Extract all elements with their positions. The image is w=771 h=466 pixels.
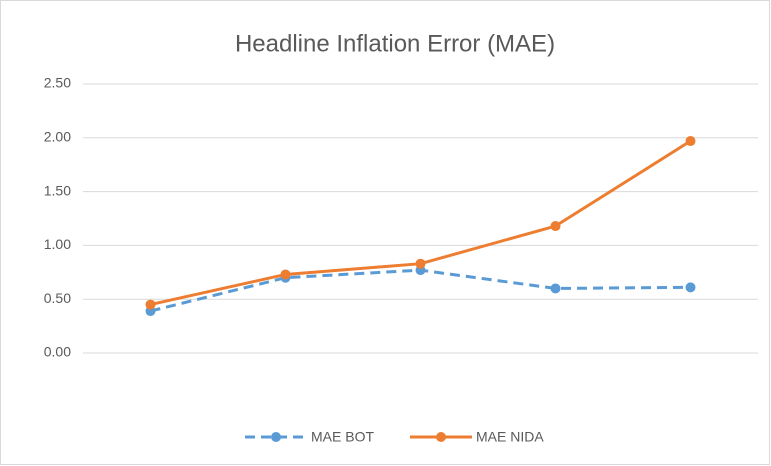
y-tick-label: 2.00 xyxy=(44,129,71,145)
y-tick-label: 0.00 xyxy=(44,344,71,360)
point-marker xyxy=(550,221,561,232)
point-marker xyxy=(685,136,696,147)
point-marker xyxy=(415,258,426,269)
point-marker xyxy=(685,282,696,293)
y-tick-label: 1.00 xyxy=(44,236,71,252)
point-marker xyxy=(145,299,156,310)
y-tick-label: 2.50 xyxy=(44,75,71,91)
point-marker xyxy=(550,283,561,294)
legend-marker xyxy=(436,432,446,442)
legend-label: MAE BOT xyxy=(311,429,374,445)
legend-marker xyxy=(271,432,281,442)
y-tick-label: 0.50 xyxy=(44,290,71,306)
legend-label: MAE NIDA xyxy=(476,429,544,445)
point-marker xyxy=(280,269,291,280)
chart-title: Headline Inflation Error (MAE) xyxy=(235,30,555,57)
y-tick-label: 1.50 xyxy=(44,182,71,198)
